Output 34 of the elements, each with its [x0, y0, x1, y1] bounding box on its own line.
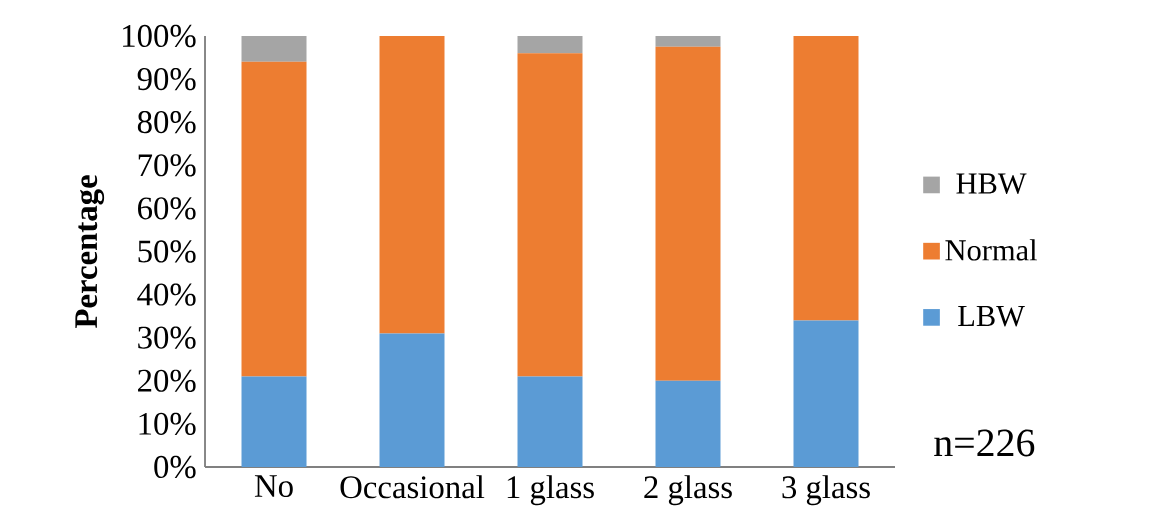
y-axis-title: Percentage: [75, 175, 105, 329]
bar: [379, 333, 445, 467]
bar: [517, 53, 583, 377]
bar: [793, 320, 859, 467]
y-tick-label: 20%: [138, 369, 196, 392]
y-tick-label: 100%: [123, 24, 196, 48]
bar: [241, 376, 307, 467]
y-tick-label: 40%: [137, 283, 196, 306]
bar: [655, 380, 721, 467]
bar: [517, 376, 583, 467]
y-tick-label: 0%: [154, 455, 196, 479]
y-tick-label: 90%: [137, 67, 196, 91]
legend-label: HBW: [956, 173, 1027, 194]
bar: [379, 36, 445, 334]
bar: [655, 46, 721, 381]
y-tick-label: 50%: [138, 240, 196, 263]
bar: [517, 36, 583, 54]
y-tick-label: 70%: [138, 154, 196, 177]
y-tick-label: 80%: [137, 111, 196, 134]
legend-label: LBW: [958, 305, 1025, 327]
x-tick-label: No: [254, 475, 293, 498]
y-tick-label: 30%: [138, 326, 196, 349]
legend-label: Normal: [945, 239, 1037, 261]
bar: [241, 36, 307, 62]
bar: [793, 36, 859, 321]
x-tick-label: 3 glass: [782, 475, 870, 506]
x-tick-label: 1 glass: [507, 475, 594, 506]
x-tick-label: Occasional: [340, 475, 485, 499]
y-tick-label: 10%: [139, 412, 196, 436]
y-tick-label: 60%: [138, 197, 196, 220]
x-tick-label: 2 glass: [644, 475, 732, 506]
bar: [241, 61, 307, 377]
text: n=226: [934, 429, 1035, 457]
bar: [655, 36, 721, 47]
